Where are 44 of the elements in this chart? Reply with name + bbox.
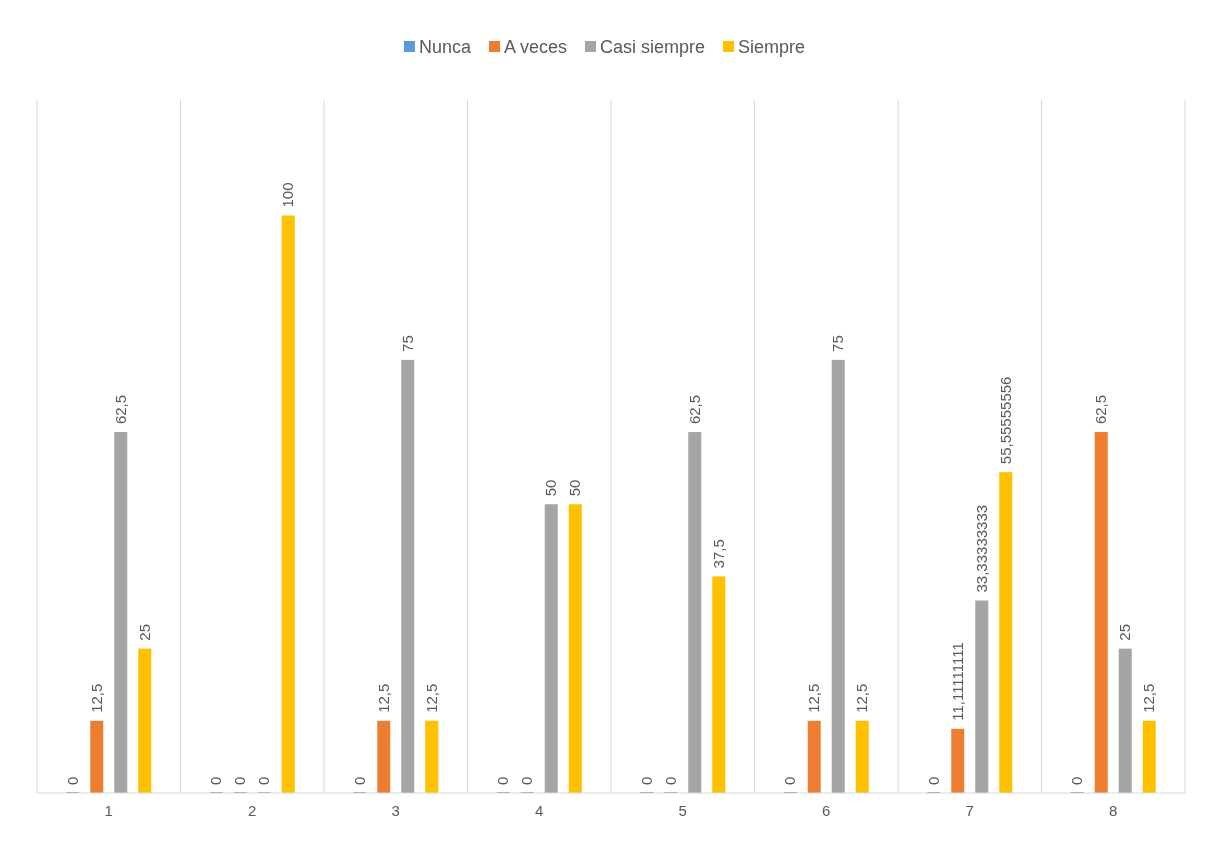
data-label: 62,5: [111, 394, 129, 425]
data-label: 37,5: [709, 539, 727, 569]
data-label: 75: [398, 335, 416, 352]
x-tick-label: 5: [678, 801, 687, 819]
data-label: 62,5: [1092, 394, 1110, 425]
data-label: 12,5: [374, 683, 392, 713]
legend-label: Nunca: [418, 37, 472, 58]
x-tick-label: 3: [391, 801, 400, 819]
data-label: 0: [924, 776, 942, 785]
data-label: 0: [494, 776, 512, 785]
x-tick-label: 1: [104, 801, 113, 819]
data-label: 0: [1068, 776, 1086, 785]
legend-label: A veces: [503, 37, 568, 58]
x-tick-label: 8: [1109, 801, 1118, 819]
data-label: 75: [829, 335, 847, 352]
data-label: 0: [207, 776, 225, 785]
legend-label: Siempre: [738, 37, 806, 58]
x-tick-label: 4: [535, 801, 544, 819]
data-label: 25: [135, 623, 153, 641]
data-label: 12,5: [1140, 683, 1158, 713]
data-label: 0: [255, 776, 273, 785]
data-label: 50: [542, 479, 560, 497]
data-label: 0: [231, 776, 249, 785]
data-label: 0: [661, 776, 679, 785]
x-tick-label: 6: [822, 801, 831, 819]
data-label: 0: [637, 776, 655, 785]
data-label: 12,5: [87, 683, 105, 713]
x-tick-label: 7: [965, 801, 974, 819]
data-label: 11,11111111: [948, 642, 966, 721]
x-tick-label: 2: [248, 801, 257, 819]
data-label: 12,5: [805, 683, 823, 713]
legend-label: Casi siempre: [600, 37, 706, 58]
data-label: 0: [350, 776, 368, 785]
data-label: 0: [63, 776, 81, 785]
data-label: 0: [518, 776, 536, 785]
data-label: 0: [781, 776, 799, 785]
data-label: 25: [1116, 623, 1134, 641]
data-label: 100: [279, 182, 297, 208]
data-label: 50: [566, 479, 584, 497]
data-label: 55,55555556: [996, 376, 1014, 465]
data-label: 33,33333333: [972, 504, 990, 593]
data-label: 62,5: [685, 394, 703, 425]
data-label: 12,5: [422, 683, 440, 713]
data-label: 12,5: [853, 683, 871, 713]
